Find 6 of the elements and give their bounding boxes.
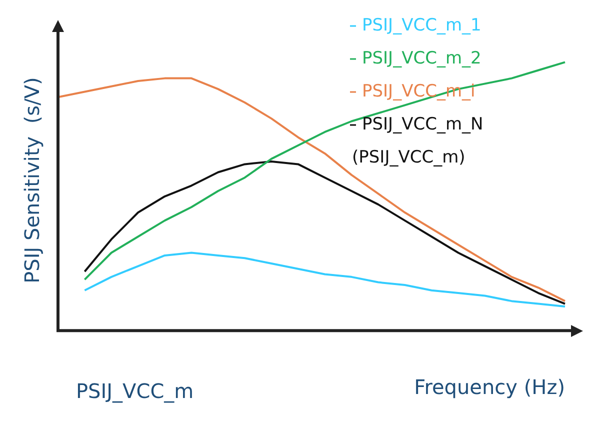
text: PSIJ_VCC_m bbox=[76, 379, 194, 404]
legend-label: PSIJ_VCC_m_2 bbox=[362, 48, 482, 68]
x-axis-title: Frequency (Hz) bbox=[414, 375, 565, 400]
legend-label: PSIJ_VCC_m_1 bbox=[362, 15, 482, 36]
legend-label: PSIJ_VCC_m_N (PSIJ_VCC_m) bbox=[352, 114, 484, 168]
y-axis-title: PSIJ Sensitivity (s/V) bbox=[20, 77, 44, 284]
